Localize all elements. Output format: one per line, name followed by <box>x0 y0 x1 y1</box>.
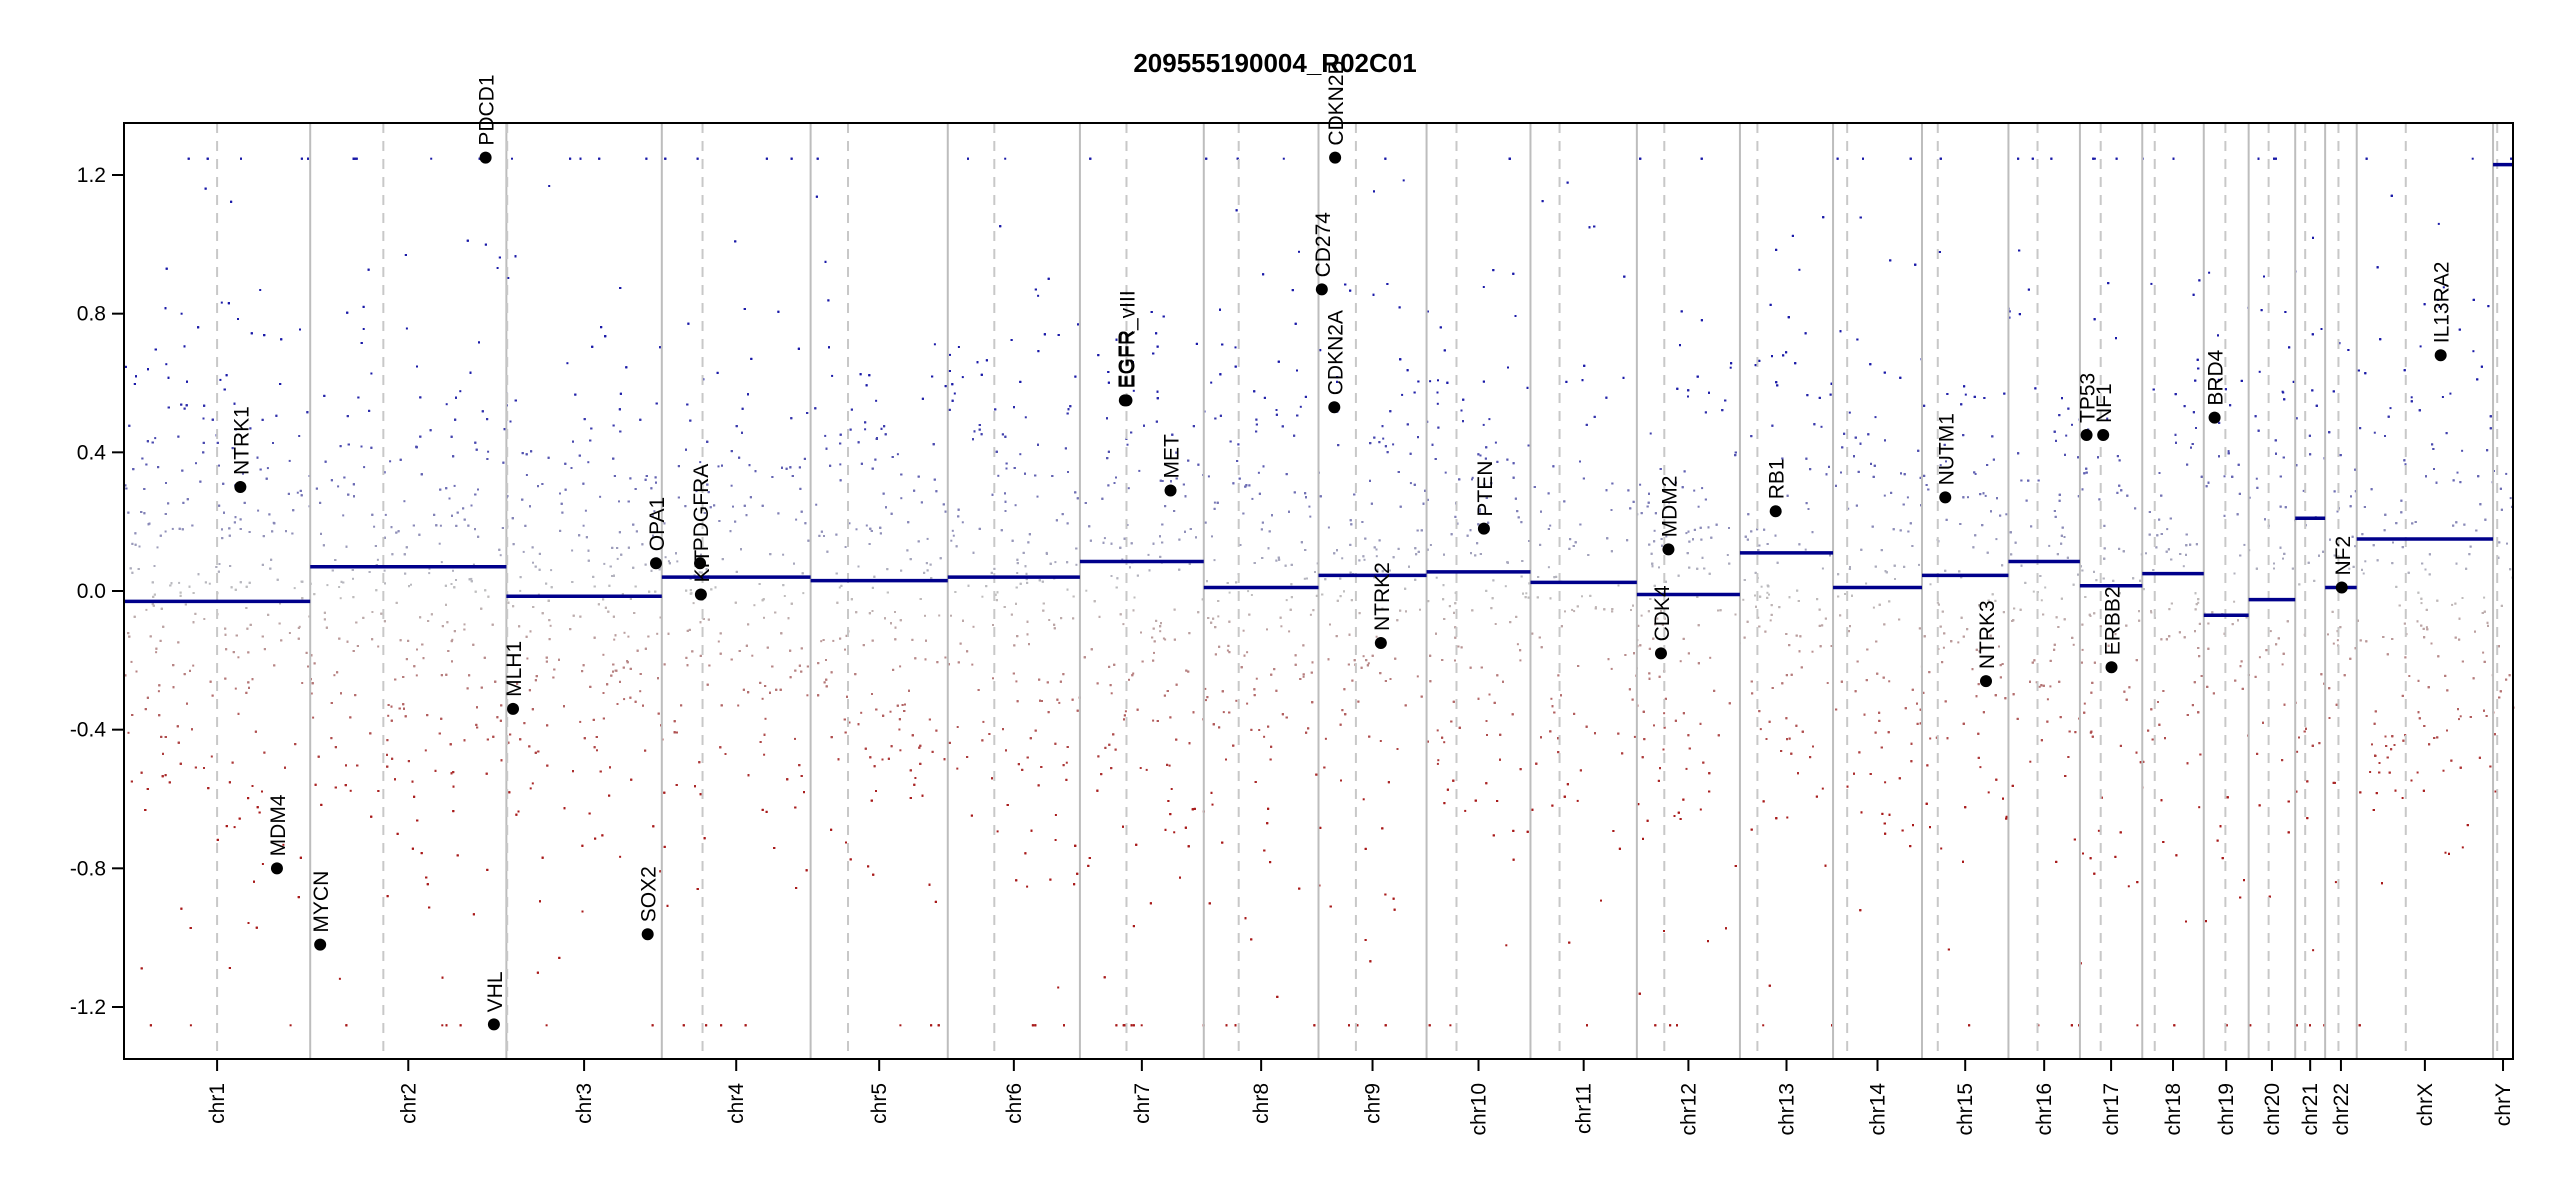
gene-point-ntrk3 <box>1979 675 1992 688</box>
gene-point-opa1 <box>649 557 662 570</box>
gene-point-nf2 <box>2335 581 2348 594</box>
gene-label-pdgfra: PDGFRA <box>690 464 713 552</box>
chart-title: 209555190004_R02C01 <box>1133 48 1416 78</box>
gene-label-ntrk1: NTRK1 <box>230 406 253 475</box>
x-tick-label-chr13: chr13 <box>1775 1083 1798 1136</box>
gene-point-pdgfra <box>694 557 707 570</box>
gene-label-nf2: NF2 <box>2332 536 2355 576</box>
gene-point-cd274 <box>1315 283 1328 296</box>
gene-point-ntrk2 <box>1374 637 1387 649</box>
x-tick-label-chr18: chr18 <box>2162 1083 2185 1136</box>
y-tick-label: 0.4 <box>77 441 107 464</box>
gene-label-nutm1: NUTM1 <box>1935 413 1958 485</box>
gene-point-pdcd1 <box>479 151 492 164</box>
x-tick-label-chr14: chr14 <box>1867 1083 1890 1136</box>
gene-point-egfr_viii <box>1120 394 1133 407</box>
gene-label-cdkn2a: CDKN2A <box>1324 310 1347 395</box>
x-tick-label-chr6: chr6 <box>1003 1083 1026 1124</box>
gene-annotations: NTRK1 MDM4 MYCN PDCD1 VHL MLH1 SOX2 OPA1 PDGFRAK… <box>230 60 2454 1031</box>
gene-label-pten: PTEN <box>1474 461 1497 517</box>
gene-point-mdm2 <box>1662 543 1675 556</box>
gene-label-brd4: BRD4 <box>2205 349 2228 405</box>
gene-point-vhl <box>487 1018 500 1031</box>
gene-label-mdm4: MDM4 <box>267 794 290 856</box>
gene-label-il13ra2: IL13RA2 <box>2431 262 2454 344</box>
x-tick-label-chr9: chr9 <box>1362 1083 1385 1124</box>
y-tick-label: -1.2 <box>70 996 106 1019</box>
x-tick-label-chrX: chrX <box>2414 1083 2437 1126</box>
gene-point-nutm1 <box>1939 491 1952 504</box>
x-tick-label-chr2: chr2 <box>397 1083 420 1124</box>
x-tick-label-chr1: chr1 <box>206 1083 229 1124</box>
x-tick-label-chr10: chr10 <box>1468 1083 1491 1136</box>
gene-point-mdm4 <box>270 862 283 875</box>
y-tick-label: -0.4 <box>70 719 107 742</box>
gene-label-nf1: NF1 <box>2093 383 2116 423</box>
gene-label-mdm2: MDM2 <box>1658 476 1681 538</box>
x-tick-label-chr19: chr19 <box>2215 1083 2238 1136</box>
gene-point-cdkn2b <box>1329 151 1342 164</box>
gene-label-erbb2: ERBB2 <box>2102 586 2125 655</box>
gene-label-cdkn2b: CDKN2B <box>1325 60 1348 145</box>
gene-label-opa1: OPA1 <box>646 497 669 551</box>
gene-label-sox2: SOX2 <box>638 866 661 922</box>
gene-label-egfr: EGFR <box>1115 330 1138 388</box>
gene-point-cdkn2a <box>1328 401 1341 414</box>
gene-point-met <box>1164 484 1177 497</box>
x-tick-label-chr4: chr4 <box>725 1083 748 1124</box>
x-tick-label-chr5: chr5 <box>868 1083 891 1124</box>
x-axis: chr1 chr2 chr3 chr4 chr5 chr6 chr7 chr8 chr9 chr1… <box>206 1059 2515 1136</box>
gene-label-egfr_viii: EGFR_vIII <box>1116 290 1139 388</box>
y-axis: -1.2 -0.8 -0.4 0.0 0.4 0.8 1.2 <box>70 164 125 1019</box>
gene-label-met: MET <box>1161 434 1184 479</box>
gene-point-kit <box>694 588 707 601</box>
x-tick-label-chr3: chr3 <box>573 1083 596 1124</box>
segment-lines <box>124 162 2513 618</box>
gene-label-vhl: VHL <box>484 971 507 1012</box>
gene-point-ntrk1 <box>234 481 247 493</box>
x-tick-label-chr12: chr12 <box>1677 1083 1700 1136</box>
y-tick-label: 1.2 <box>77 164 106 187</box>
x-tick-label-chr15: chr15 <box>1954 1083 1977 1136</box>
gene-point-mycn <box>314 938 327 951</box>
y-tick-label: 0.0 <box>77 580 106 603</box>
x-tick-label-chr8: chr8 <box>1250 1083 1273 1124</box>
gene-point-erbb2 <box>2105 661 2118 674</box>
gene-point-pten <box>1477 522 1490 535</box>
y-tick-label: -0.8 <box>70 857 106 880</box>
x-tick-label-chr17: chr17 <box>2100 1083 2123 1136</box>
gene-point-mlh1 <box>507 702 520 715</box>
x-tick-label-chr21: chr21 <box>2299 1083 2322 1136</box>
probe-points <box>124 157 2515 1027</box>
x-tick-label-chr7: chr7 <box>1131 1083 1154 1124</box>
gene-point-sox2 <box>641 928 654 941</box>
gene-point-cdk4 <box>1654 647 1667 660</box>
x-tick-label-chr16: chr16 <box>2033 1083 2056 1136</box>
gene-label-tp53: TP53 <box>2077 373 2100 423</box>
x-tick-label-chr20: chr20 <box>2261 1083 2284 1136</box>
gene-label-mycn: MYCN <box>310 871 333 933</box>
gene-label-pdcd1: PDCD1 <box>476 74 499 145</box>
gene-point-tp53 <box>2080 429 2093 441</box>
gene-point-nf1 <box>2097 429 2110 441</box>
y-tick-label: 0.8 <box>77 303 106 326</box>
gene-label-ntrk3: NTRK3 <box>1976 600 1999 669</box>
gene-label-rb1: RB1 <box>1766 458 1789 499</box>
gene-point-brd4 <box>2208 411 2221 424</box>
chromosome-boundaries <box>216 123 2499 1059</box>
gene-point-rb1 <box>1769 505 1782 518</box>
gene-label-kit: KIT <box>691 550 714 583</box>
gene-label-mlh1: MLH1 <box>503 641 526 697</box>
gene-label-ntrk2: NTRK2 <box>1371 562 1394 631</box>
gene-label-cdk4: CDK4 <box>1651 585 1674 641</box>
x-tick-label-chr11: chr11 <box>1573 1083 1596 1134</box>
gene-point-il13ra2 <box>2434 349 2447 362</box>
x-tick-label-chr22: chr22 <box>2330 1083 2353 1136</box>
gene-label-cd274: CD274 <box>1312 212 1335 278</box>
x-tick-label-chrY: chrY <box>2492 1083 2515 1126</box>
